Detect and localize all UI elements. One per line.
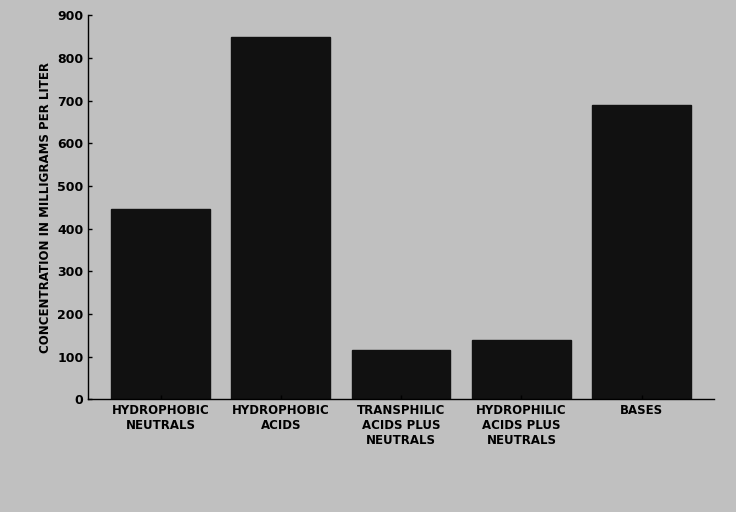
Bar bbox=[352, 350, 450, 399]
Y-axis label: CONCENTRATION IN MILLIGRAMS PER LITER: CONCENTRATION IN MILLIGRAMS PER LITER bbox=[39, 62, 52, 353]
Bar bbox=[472, 339, 570, 399]
Bar bbox=[111, 209, 210, 399]
Bar bbox=[232, 37, 330, 399]
Bar bbox=[592, 105, 691, 399]
